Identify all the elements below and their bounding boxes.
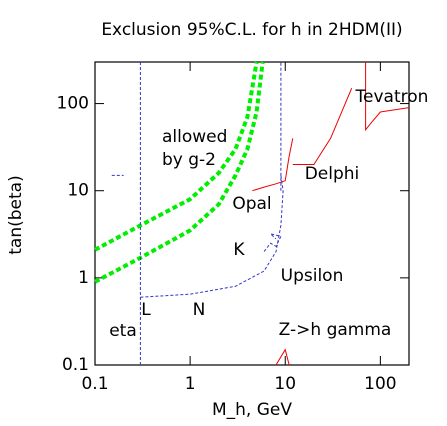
y-axis-label: tan(beta)	[6, 175, 26, 254]
annotation: K	[233, 240, 245, 260]
curve	[292, 88, 353, 165]
chart-title: Exclusion 95%C.L. for h in 2HDM(II)	[101, 20, 402, 40]
curve	[275, 348, 290, 366]
y-tick-label: 1	[78, 268, 89, 288]
curve	[140, 175, 284, 298]
annotation: Tevatron	[355, 87, 429, 107]
annotation: Delphi	[305, 164, 360, 184]
x-tick-label: 10	[274, 374, 296, 394]
x-axis-label: M_h, GeV	[212, 400, 292, 420]
y-tick-label: 0.1	[62, 355, 89, 375]
annotation: by g-2	[162, 150, 216, 170]
x-tick-label: 100	[364, 374, 396, 394]
annotation: Upsilon	[281, 266, 344, 286]
annotation: Opal	[232, 194, 271, 214]
curve	[263, 232, 282, 252]
curve	[94, 61, 265, 284]
x-tick-label: 0.1	[81, 374, 108, 394]
y-tick-label: 100	[57, 94, 89, 114]
plot-frame	[94, 61, 410, 366]
annotation: Z->h gamma	[279, 320, 392, 340]
x-tick-label: 1	[185, 374, 196, 394]
annotation: eta	[109, 321, 137, 341]
curve	[94, 61, 259, 252]
annotation: L	[141, 300, 151, 320]
curve	[252, 138, 294, 192]
y-tick-label: 10	[67, 181, 89, 201]
annotation: allowed	[162, 127, 227, 147]
curve	[365, 62, 410, 132]
annotation: N	[193, 300, 206, 320]
